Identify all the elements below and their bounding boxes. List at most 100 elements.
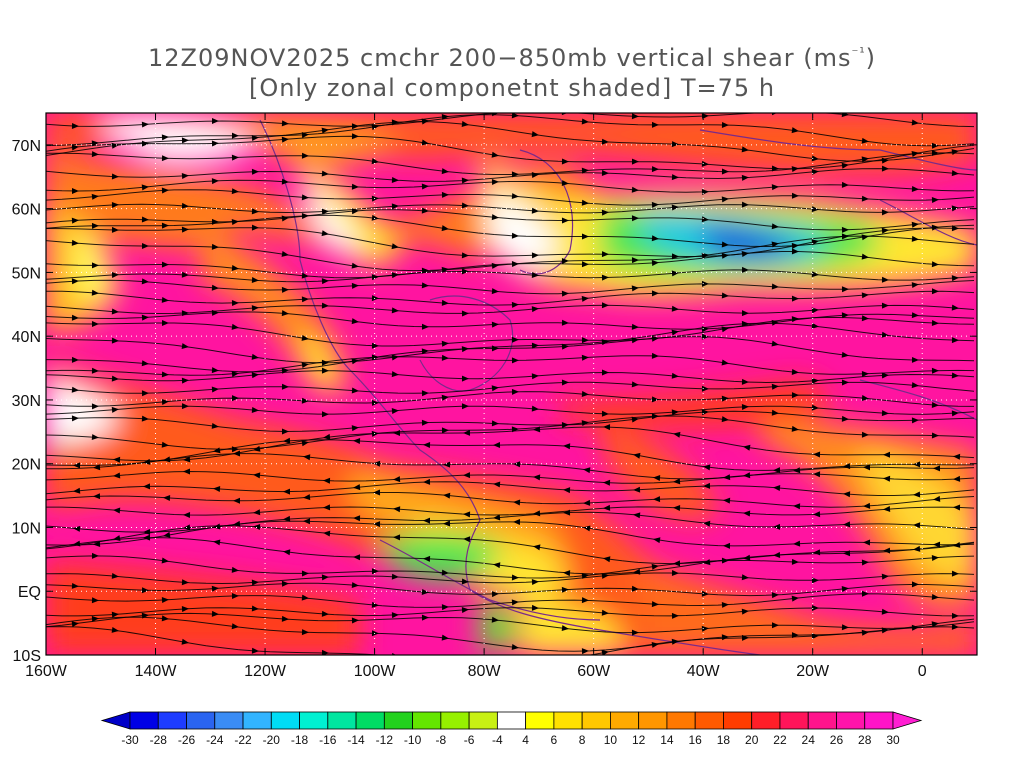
streamline-arrow	[231, 566, 239, 573]
streamline-arrow	[301, 296, 309, 303]
streamline-arrow	[881, 608, 889, 615]
colorbar-label: -14	[347, 733, 365, 747]
streamline-arrow	[421, 207, 429, 214]
colorbar-swatch	[723, 711, 753, 730]
streamline-arrow	[771, 113, 779, 116]
streamline	[46, 290, 975, 306]
streamline-arrow	[601, 302, 609, 309]
streamline	[46, 410, 975, 433]
streamline-arrow	[281, 120, 289, 127]
streamline-arrow	[651, 235, 659, 242]
streamline-arrow	[71, 239, 79, 246]
streamline-arrow	[883, 475, 891, 482]
streamline-arrow	[93, 464, 101, 471]
colorbar-swatch	[836, 711, 866, 730]
streamline-arrow	[351, 208, 359, 215]
streamline-arrow	[651, 260, 659, 266]
title-unit-superscript: ⁻¹	[851, 46, 866, 61]
streamline-arrow	[253, 509, 261, 516]
streamline-arrow	[491, 385, 499, 392]
streamline-arrow	[951, 275, 959, 282]
streamline-arrow	[161, 187, 169, 194]
lat-label: 50N	[12, 265, 41, 282]
lon-label: 40W	[687, 663, 721, 680]
streamline-arrow	[463, 472, 471, 479]
streamline-arrow	[463, 536, 471, 543]
colorbar-swatch	[610, 711, 640, 730]
streamline-arrow	[93, 541, 101, 548]
streamline-arrow	[861, 292, 869, 299]
streamline-arrow	[141, 121, 149, 128]
streamline-arrow	[883, 451, 891, 458]
streamline-arrow	[441, 394, 449, 401]
streamline-arrow	[631, 215, 639, 222]
streamline-arrow	[531, 171, 539, 178]
streamline-arrow	[841, 624, 849, 631]
streamline-arrow	[951, 570, 959, 577]
shear-streamlines	[46, 113, 975, 655]
colorbar-label: 16	[689, 733, 703, 747]
streamline-arrow	[911, 119, 919, 126]
colorbar-swatch	[694, 711, 724, 730]
streamline-arrow	[253, 523, 261, 530]
streamline-arrow	[653, 474, 661, 481]
streamline	[46, 114, 975, 147]
streamline-arrow	[791, 248, 799, 255]
streamline-arrow	[721, 252, 729, 259]
streamline-arrow	[161, 222, 169, 229]
streamline-arrow	[441, 340, 449, 347]
streamline	[46, 189, 975, 206]
streamline-arrow	[71, 188, 79, 195]
streamline-arrow	[933, 495, 941, 502]
streamline-arrow	[391, 203, 399, 210]
streamline-arrow	[283, 437, 291, 444]
streamline-arrow	[111, 226, 119, 233]
lat-label: 10S	[13, 648, 41, 665]
streamline-arrow	[633, 486, 641, 493]
streamline-arrow	[91, 367, 99, 374]
map-border	[45, 112, 978, 656]
streamline-arrow	[721, 359, 729, 366]
streamline-arrow	[791, 192, 799, 199]
streamline-arrow	[953, 453, 961, 460]
streamline-arrow	[181, 271, 189, 278]
streamline-arrow	[703, 559, 711, 566]
streamline-arrow	[581, 648, 589, 655]
streamline-arrow	[211, 386, 219, 393]
streamline-arrow	[703, 464, 711, 471]
streamline	[46, 511, 975, 533]
streamline-arrow	[791, 558, 799, 565]
streamline-arrow	[931, 432, 939, 439]
streamline-arrow	[301, 362, 309, 369]
streamline-arrow	[91, 289, 99, 296]
streamline-arrow	[161, 296, 169, 303]
streamline-arrow	[841, 226, 849, 233]
streamline-arrow	[841, 181, 849, 188]
colorbar-swatch	[525, 711, 555, 730]
streamline-arrow	[651, 563, 659, 570]
streamline-arrow	[253, 445, 261, 452]
streamline	[46, 520, 975, 547]
streamline-arrow	[603, 479, 611, 486]
streamline-arrow	[811, 633, 819, 640]
streamline-arrow	[651, 121, 659, 128]
streamline-arrow	[531, 272, 539, 279]
streamline-arrow	[563, 443, 571, 450]
colorbar-label: -16	[319, 733, 337, 747]
streamline-arrow	[511, 301, 519, 308]
streamline-arrow	[701, 280, 709, 287]
colorbar-label: -26	[178, 733, 196, 747]
streamline-arrow	[181, 137, 189, 144]
streamline-arrow	[741, 146, 749, 153]
streamline-arrow	[351, 387, 359, 394]
streamline-arrow	[321, 411, 329, 418]
title-text: 12Z09NOV2025 cmchr 200−850mb vertical sh…	[147, 44, 852, 72]
streamline-arrow	[161, 261, 169, 268]
streamline-arrow	[791, 295, 799, 302]
streamline	[46, 626, 975, 655]
streamline-arrow	[421, 282, 429, 289]
streamline-arrow	[863, 502, 871, 509]
streamline-arrow	[371, 214, 379, 221]
streamline-arrow	[231, 154, 239, 161]
streamline-arrow	[303, 454, 311, 461]
